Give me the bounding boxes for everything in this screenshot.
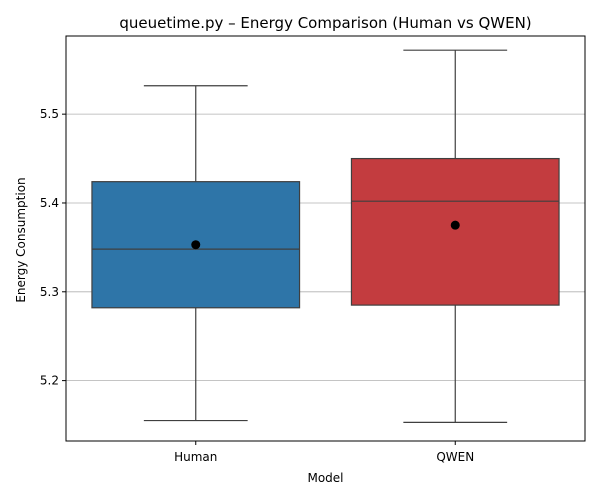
- y-tick-label: 5.5: [40, 107, 59, 121]
- y-tick-label: 5.3: [40, 285, 59, 299]
- x-tick-label: QWEN: [436, 450, 474, 464]
- plot-frame: [65, 35, 586, 442]
- box-series: [91, 49, 560, 423]
- chart-title: queuetime.py – Energy Comparison (Human …: [119, 14, 531, 32]
- x-tick-label: Human: [174, 450, 217, 464]
- y-axis-label: Energy Consumption: [14, 177, 28, 302]
- iqr-box: [350, 157, 560, 306]
- box-human: [91, 85, 301, 422]
- y-tick-label: 5.2: [40, 374, 59, 388]
- mean-marker: [450, 220, 460, 230]
- box-qwen: [350, 49, 560, 423]
- mean-marker: [191, 240, 201, 250]
- x-axis-label: Model: [307, 471, 343, 485]
- axis-ticks: 5.2 5.3 5.4 5.5 Human QWEN: [40, 107, 474, 464]
- y-tick-label: 5.4: [40, 196, 59, 210]
